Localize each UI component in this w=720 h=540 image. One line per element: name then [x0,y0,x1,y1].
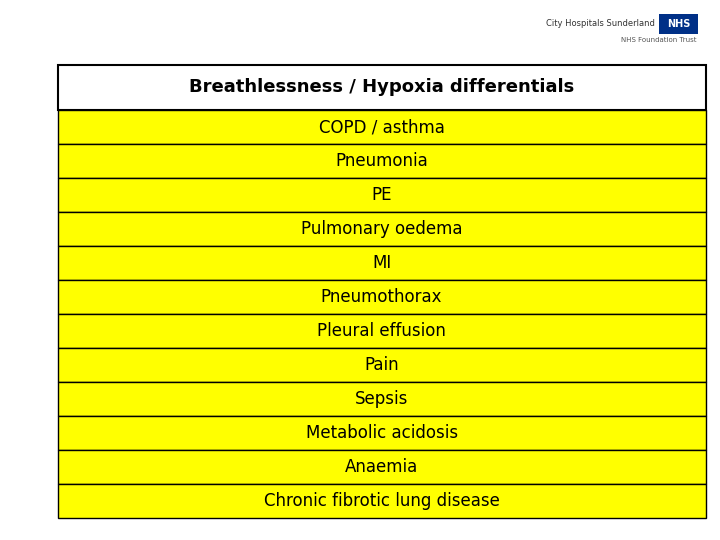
Text: PE: PE [372,186,392,204]
Bar [58,178,706,212]
Text: NHS Foundation Trust: NHS Foundation Trust [621,37,697,43]
Text: Pleural effusion: Pleural effusion [318,322,446,340]
Bar [58,144,706,178]
Text: COPD / asthma: COPD / asthma [319,118,444,136]
Bar [58,212,706,246]
Bar [58,348,706,382]
Text: NHS: NHS [667,19,690,29]
Text: Pulmonary oedema: Pulmonary oedema [301,220,462,238]
Bar [58,314,706,348]
Text: Breathlessness / Hypoxia differentials: Breathlessness / Hypoxia differentials [189,78,575,97]
Bar [58,484,706,518]
Text: City Hospitals Sunderland: City Hospitals Sunderland [546,19,655,28]
Text: Pneumonia: Pneumonia [336,152,428,170]
Bar [58,246,706,280]
Bar [58,382,706,416]
Bar [58,280,706,314]
Text: Pain: Pain [364,356,399,374]
Bar [58,416,706,450]
Bar [58,65,706,110]
Text: Anaemia: Anaemia [345,458,418,476]
Bar [58,450,706,484]
Bar [58,110,706,144]
Text: MI: MI [372,254,391,272]
Bar [659,14,698,34]
Text: Pneumothorax: Pneumothorax [321,288,442,306]
Text: Metabolic acidosis: Metabolic acidosis [305,424,458,442]
Text: Chronic fibrotic lung disease: Chronic fibrotic lung disease [264,492,500,510]
Text: Sepsis: Sepsis [355,390,408,408]
